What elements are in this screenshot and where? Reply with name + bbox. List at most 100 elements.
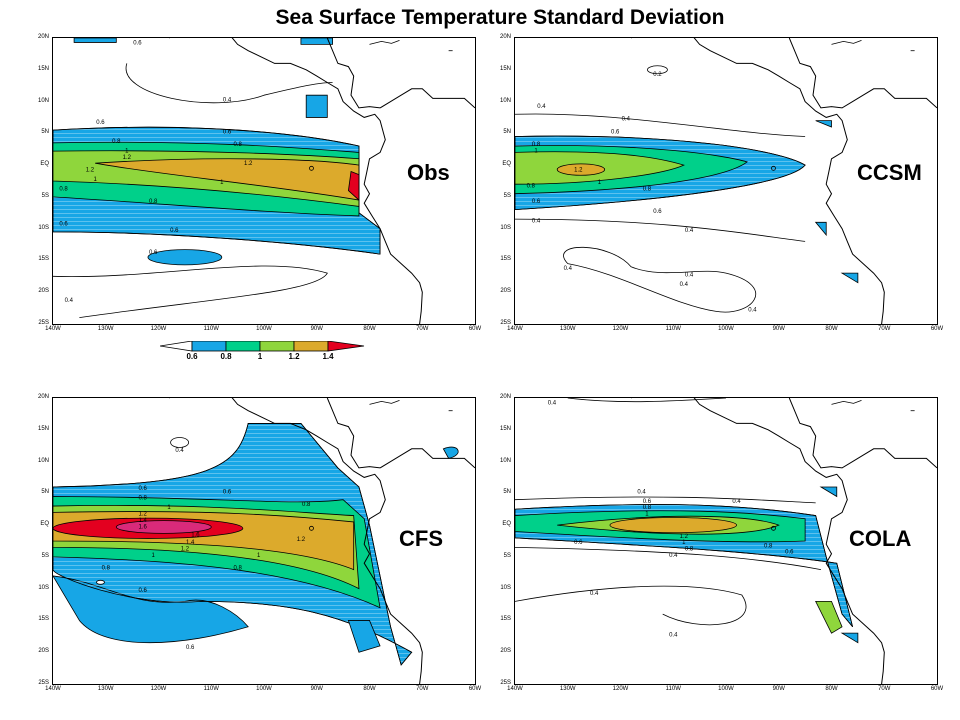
ccsm-patch-panama — [815, 120, 832, 128]
y-tick-label: 25S — [38, 680, 49, 686]
cfs-clabel: 1.6 — [139, 524, 148, 530]
cfs-clabel: 0.4 — [175, 448, 184, 454]
x-tick-label: 60W — [930, 326, 944, 332]
cfs-hole — [96, 579, 105, 585]
y-tick-label: 5N — [503, 129, 511, 136]
x-tick-label: 130W — [97, 686, 114, 692]
cola-contour-04-top — [567, 398, 727, 403]
x-tick-label: 120W — [150, 326, 167, 332]
galapagos-island — [309, 165, 314, 171]
ccsm-clabel: 1 — [534, 148, 538, 154]
cfs-clabel: 0.6 — [186, 645, 195, 651]
y-tick-label: 5S — [41, 192, 49, 199]
y-tick-label: 25S — [38, 320, 49, 326]
cola-clabel: 0.6 — [574, 540, 583, 546]
map-svg-ccsm: 0.20.40.40.60.811.210.80.80.60.60.40.40.… — [515, 38, 937, 324]
cfs-clabel: 1.2 — [181, 547, 190, 553]
cola-clabel: 0.6 — [643, 499, 652, 505]
obs-clabel: 0.8 — [112, 139, 121, 145]
cola-band-12 — [609, 517, 737, 534]
obs-band-14 — [347, 170, 360, 201]
panel-ccsm: 0.2 0.4 0.4 0.6 0.8 1 1.2 1 0.8 0.8 0.6 0.6 0.4 0.4 0.… — [500, 34, 943, 332]
x-tick-label: 130W — [559, 686, 576, 692]
x-tick-label: 100W — [256, 326, 272, 332]
cola-patch-south — [840, 632, 859, 644]
x-tick-label: 100W — [718, 686, 734, 692]
cfs-clabel: 1 — [257, 553, 261, 559]
obs-clabel: 1 — [220, 180, 224, 186]
y-tick-label: 10N — [499, 97, 511, 104]
obs-clabel: 0.6 — [133, 40, 142, 46]
y-tick-label: 15N — [499, 65, 511, 72]
colorbar-label-3: 1.2 — [288, 352, 300, 361]
y-tick-label: 10S — [38, 584, 49, 591]
ccsm-clabel: 0.6 — [653, 209, 662, 215]
y-tick-label: 10N — [37, 457, 49, 464]
y-tick-label: 25S — [500, 680, 511, 686]
panel-cfs: 0.4 0.6 0.6 0.8 0.8 1 1.2 1.4 1.6 1.6 1.4 1.2 1.2 1 1 0… — [38, 394, 481, 692]
x-tick-label: 110W — [665, 326, 681, 332]
ccsm-clabel: 0.4 — [537, 104, 546, 110]
x-tick-label: 60W — [468, 326, 482, 332]
cola-clabel: 0.8 — [685, 547, 694, 553]
y-tick-label: 20N — [499, 394, 511, 400]
x-tick-label: 60W — [930, 686, 944, 692]
cola-clabel: 0.8 — [764, 543, 773, 549]
x-tick-label: 130W — [97, 326, 114, 332]
obs-clabel: 0.4 — [65, 298, 74, 304]
x-tick-label: 100W — [256, 686, 272, 692]
panel-cola: 0.4 0.4 0.4 0.6 0.8 1 1.2 1 0.8 0.6 0.8 0.6 0.4 0.4 0.… — [500, 394, 943, 692]
obs-clabel: 0.6 — [223, 129, 232, 135]
y-tick-label: EQ — [40, 161, 49, 168]
x-tick-label: 60W — [468, 686, 482, 692]
coastline — [169, 38, 423, 324]
y-tick-label: 15N — [499, 425, 511, 432]
ccsm-clabel: 1 — [598, 180, 602, 186]
obs-clabel: 0.8 — [233, 142, 242, 148]
x-tick-label: 90W — [772, 686, 785, 692]
x-tick-label: 80W — [825, 326, 838, 332]
y-tick-label: 25S — [500, 320, 511, 326]
cfs-patch-carib — [442, 446, 459, 459]
ccsm-clabel: 0.4 — [532, 218, 541, 224]
cola-contour-04-north — [515, 496, 816, 504]
obs-clabel: 0.6 — [149, 250, 158, 256]
obs-patch-topleft — [73, 38, 117, 43]
cuba-island — [369, 39, 400, 45]
obs-clabel: 0.8 — [149, 199, 158, 205]
obs-clabel: 0.6 — [59, 221, 68, 227]
y-tick-label: 20N — [499, 34, 511, 40]
y-tick-label: EQ — [502, 521, 511, 528]
x-tick-label: 100W — [718, 326, 734, 332]
x-tick-label: 80W — [825, 686, 838, 692]
obs-patch-top — [300, 38, 333, 45]
colorbar-label-1: 0.8 — [220, 352, 232, 361]
y-tick-label: EQ — [40, 521, 49, 528]
obs-contour-04-south — [53, 265, 328, 319]
x-tick-label: 80W — [363, 686, 376, 692]
cfs-clabel: 1.6 — [191, 533, 200, 539]
x-tick-label: 80W — [363, 326, 376, 332]
caribbean-coast — [788, 38, 937, 109]
cola-clabel: 0.4 — [669, 553, 678, 559]
cola-contour-04-c — [515, 585, 747, 626]
cfs-clabel: 1.2 — [139, 512, 148, 518]
ccsm-band-12 — [556, 163, 606, 176]
cola-clabel: 1.2 — [680, 534, 689, 540]
cola-clabel: 0.8 — [643, 505, 652, 511]
caribbean-coast — [788, 398, 937, 469]
y-tick-label: 15S — [500, 256, 511, 263]
x-tick-label: 70W — [878, 686, 891, 692]
ccsm-clabel: 0.4 — [622, 117, 631, 123]
ccsm-clabel: 0.4 — [564, 266, 573, 272]
colorbar-seg-06 — [191, 340, 227, 352]
ccsm-clabel: 0.8 — [532, 142, 541, 148]
x-tick-label: 90W — [772, 326, 785, 332]
obs-patch-panama — [305, 94, 328, 118]
x-tick-label: 140W — [45, 686, 61, 692]
coastline — [631, 38, 885, 324]
y-tick-label: 20N — [37, 34, 49, 40]
ccsm-contour-02 — [647, 65, 668, 75]
y-tick-label: 5N — [503, 489, 511, 496]
cfs-clabel: 0.6 — [139, 588, 148, 594]
